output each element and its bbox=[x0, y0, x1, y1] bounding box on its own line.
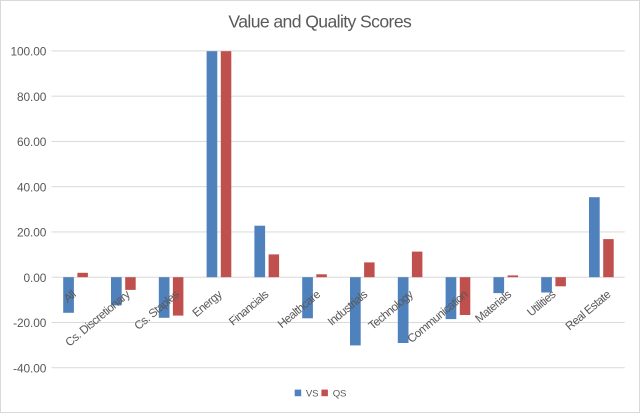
svg-text:QS: QS bbox=[333, 388, 346, 399]
svg-text:40.00: 40.00 bbox=[17, 180, 47, 194]
svg-text:20.00: 20.00 bbox=[17, 226, 47, 240]
svg-text:VS: VS bbox=[306, 388, 318, 399]
svg-text:80.00: 80.00 bbox=[17, 90, 47, 104]
svg-text:60.00: 60.00 bbox=[17, 135, 47, 149]
svg-text:-20.00: -20.00 bbox=[13, 316, 47, 330]
svg-text:100.00: 100.00 bbox=[11, 45, 47, 59]
svg-text:0.00: 0.00 bbox=[24, 271, 47, 285]
svg-text:-40.00: -40.00 bbox=[13, 361, 47, 375]
svg-text:Value and Quality Scores: Value and Quality Scores bbox=[228, 12, 412, 32]
